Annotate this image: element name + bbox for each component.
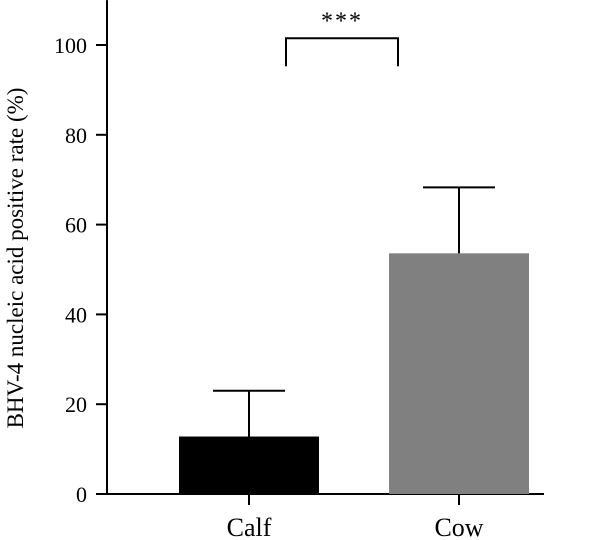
y-tick-label: 100 (54, 33, 87, 58)
significance-bracket-line (285, 37, 399, 67)
y-tick-label: 40 (65, 302, 87, 327)
y-tick-label: 60 (65, 213, 87, 238)
x-tick-label: Cow (434, 513, 483, 540)
x-tick-label: Calf (227, 513, 272, 540)
significance-bracket: *** (285, 8, 399, 67)
y-tick-label: 20 (65, 392, 87, 417)
bar-cow (389, 253, 529, 494)
bars (179, 253, 529, 494)
y-axis-label: BHV-4 nucleic acid positive rate (%) (3, 88, 28, 429)
y-tick-label: 0 (76, 482, 87, 507)
error-bars (213, 186, 495, 437)
axes: 0 20 40 60 80 100 Calf Cow (54, 0, 544, 540)
y-tick-label: 80 (65, 123, 87, 148)
bar-calf (179, 436, 319, 494)
significance-label: *** (321, 8, 363, 34)
